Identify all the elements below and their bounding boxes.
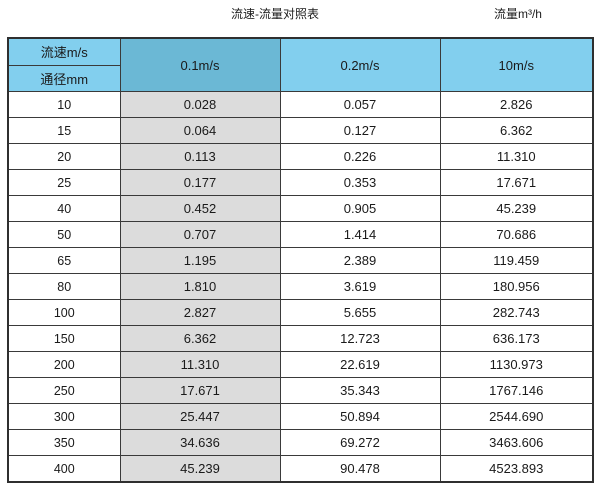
cell-flow-rate-2: 282.743 — [439, 299, 594, 326]
cell-flow-rate-2: 17.671 — [439, 169, 594, 196]
cell-flow-rate-0: 0.177 — [119, 169, 281, 196]
cell-flow-rate-0: 6.362 — [119, 325, 281, 352]
cell-flow-rate-1: 2.389 — [279, 247, 441, 274]
cell-nominal-diameter: 100 — [7, 299, 121, 326]
flow-velocity-table-container: 流速m/s 0.1m/s 0.2m/s 10m/s 通径mm 10 0.028 0.… — [7, 37, 594, 483]
cell-flow-rate-0: 1.810 — [119, 273, 281, 300]
table-row: 65 1.195 2.389 119.459 — [7, 247, 594, 274]
cell-flow-rate-0: 17.671 — [119, 377, 281, 404]
cell-nominal-diameter: 150 — [7, 325, 121, 352]
table-row: 250 17.671 35.343 1767.146 — [7, 377, 594, 404]
cell-flow-rate-2: 6.362 — [439, 117, 594, 144]
cell-flow-rate-0: 45.239 — [119, 455, 281, 483]
cell-flow-rate-1: 0.127 — [279, 117, 441, 144]
cell-nominal-diameter: 400 — [7, 455, 121, 483]
cell-flow-rate-1: 0.226 — [279, 143, 441, 170]
flow-velocity-table: 流速m/s 0.1m/s 0.2m/s 10m/s 通径mm 10 0.028 0.… — [7, 37, 594, 483]
cell-flow-rate-0: 0.028 — [119, 91, 281, 118]
cell-nominal-diameter: 65 — [7, 247, 121, 274]
cell-flow-rate-1: 5.655 — [279, 299, 441, 326]
table-row: 150 6.362 12.723 636.173 — [7, 325, 594, 352]
table-row: 350 34.636 69.272 3463.606 — [7, 429, 594, 456]
cell-flow-rate-0: 25.447 — [119, 403, 281, 430]
table-row: 10 0.028 0.057 2.826 — [7, 91, 594, 118]
table-row: 40 0.452 0.905 45.239 — [7, 195, 594, 222]
table-header-row-top: 流速m/s 0.1m/s 0.2m/s 10m/s — [7, 37, 594, 92]
cell-flow-rate-1: 0.057 — [279, 91, 441, 118]
cell-nominal-diameter: 250 — [7, 377, 121, 404]
table-row: 200 11.310 22.619 1130.973 — [7, 351, 594, 378]
cell-nominal-diameter: 15 — [7, 117, 121, 144]
cell-nominal-diameter: 300 — [7, 403, 121, 430]
table-header-row-bottom: 通径mm — [7, 64, 593, 92]
table-row: 25 0.177 0.353 17.671 — [7, 169, 594, 196]
cell-flow-rate-1: 35.343 — [279, 377, 441, 404]
caption-bar: 流速-流量对照表 流量m³/h — [0, 0, 600, 36]
cell-flow-rate-2: 636.173 — [439, 325, 594, 352]
cell-flow-rate-2: 3463.606 — [439, 429, 594, 456]
header-speed-2: 10m/s — [439, 37, 594, 92]
cell-flow-rate-2: 1767.146 — [439, 377, 594, 404]
cell-flow-rate-2: 2544.690 — [439, 403, 594, 430]
table-header: 流速m/s 0.1m/s 0.2m/s 10m/s 通径mm — [7, 37, 594, 92]
table-row: 50 0.707 1.414 70.686 — [7, 221, 594, 248]
cell-flow-rate-1: 22.619 — [279, 351, 441, 378]
cell-flow-rate-1: 50.894 — [279, 403, 441, 430]
cell-flow-rate-0: 0.452 — [119, 195, 281, 222]
cell-flow-rate-1: 90.478 — [279, 455, 441, 483]
cell-flow-rate-1: 0.905 — [279, 195, 441, 222]
table-row: 80 1.810 3.619 180.956 — [7, 273, 594, 300]
cell-flow-rate-1: 3.619 — [279, 273, 441, 300]
cell-flow-rate-2: 2.826 — [439, 91, 594, 118]
cell-flow-rate-2: 119.459 — [439, 247, 594, 274]
flow-unit-label: 流量m³/h — [493, 7, 542, 21]
cell-flow-rate-2: 180.956 — [439, 273, 594, 300]
cell-flow-rate-0: 2.827 — [119, 299, 281, 326]
cell-flow-rate-2: 45.239 — [439, 195, 594, 222]
table-body: 10 0.028 0.057 2.826 15 0.064 0.127 6.362 20 0.11… — [7, 91, 594, 483]
table-row: 300 25.447 50.894 2544.690 — [7, 403, 594, 430]
cell-nominal-diameter: 200 — [7, 351, 121, 378]
cell-flow-rate-0: 1.195 — [119, 247, 281, 274]
header-speed-0: 0.1m/s — [119, 37, 281, 92]
cell-flow-rate-1: 69.272 — [279, 429, 441, 456]
cell-flow-rate-0: 34.636 — [119, 429, 281, 456]
cell-nominal-diameter: 40 — [7, 195, 121, 222]
header-speed-1: 0.2m/s — [279, 37, 441, 92]
cell-nominal-diameter: 80 — [7, 273, 121, 300]
cell-flow-rate-0: 11.310 — [119, 351, 281, 378]
cell-flow-rate-2: 11.310 — [439, 143, 594, 170]
cell-flow-rate-2: 70.686 — [439, 221, 594, 248]
cell-flow-rate-2: 4523.893 — [439, 455, 594, 483]
cell-nominal-diameter: 20 — [7, 143, 121, 170]
table-row: 20 0.113 0.226 11.310 — [7, 143, 594, 170]
cell-flow-rate-0: 0.113 — [119, 143, 281, 170]
cell-flow-rate-1: 1.414 — [279, 221, 441, 248]
cell-nominal-diameter: 350 — [7, 429, 121, 456]
cell-flow-rate-2: 1130.973 — [439, 351, 594, 378]
cell-nominal-diameter: 25 — [7, 169, 121, 196]
header-diameter-label: 通径mm — [7, 64, 121, 92]
cell-nominal-diameter: 50 — [7, 221, 121, 248]
cell-flow-rate-1: 12.723 — [279, 325, 441, 352]
table-row: 400 45.239 90.478 4523.893 — [7, 455, 594, 483]
table-row: 100 2.827 5.655 282.743 — [7, 299, 594, 326]
cell-flow-rate-0: 0.064 — [119, 117, 281, 144]
table-row: 15 0.064 0.127 6.362 — [7, 117, 594, 144]
cell-nominal-diameter: 10 — [7, 91, 121, 118]
cell-flow-rate-0: 0.707 — [119, 221, 281, 248]
cell-flow-rate-1: 0.353 — [279, 169, 441, 196]
page-title: 流速-流量对照表 — [231, 7, 319, 21]
header-velocity-label: 流速m/s — [7, 37, 121, 66]
